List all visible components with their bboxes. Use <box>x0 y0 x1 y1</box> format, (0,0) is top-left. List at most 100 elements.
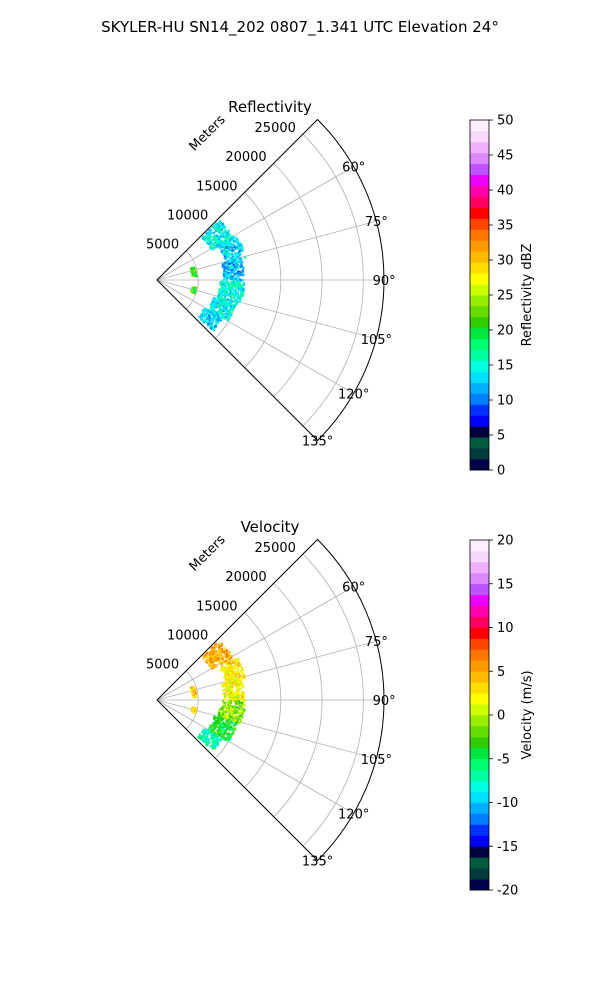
colorbar-segment <box>470 660 489 672</box>
colorbar-segment <box>470 583 489 596</box>
colorbar-segment <box>470 404 489 416</box>
colorbar-tick-label: -15 <box>497 840 518 855</box>
echo-region-2 <box>221 258 245 283</box>
colorbar-segment <box>470 791 489 803</box>
colorbar-segment <box>470 382 489 394</box>
colorbar-segment <box>470 671 489 683</box>
range-axis-label: Meters <box>187 112 229 154</box>
range-tick-label: 10000 <box>167 629 208 644</box>
colorbar-segment <box>470 426 489 438</box>
echo-region-6 <box>189 686 198 699</box>
colorbar-tick-label: 30 <box>497 254 514 269</box>
range-tick-label: 20000 <box>225 150 266 165</box>
sector-boundary <box>156 118 385 442</box>
velocity-panel: Velocity 60° 75° 90° 105° 120° 135° 5000 10000 1… <box>146 518 535 899</box>
echo-region-0 <box>202 642 233 670</box>
azimuth-line-75 <box>156 640 377 701</box>
colorbar-segment <box>470 627 489 639</box>
colorbar-tick-label: 10 <box>497 621 514 636</box>
colorbar-tick-label: 40 <box>497 184 514 199</box>
theta-tick-label: 75° <box>365 635 388 650</box>
colorbar-segment <box>470 240 489 252</box>
colorbar-segment <box>470 349 489 362</box>
theta-tick-label: 105° <box>361 753 392 768</box>
echo-region-4 <box>207 715 238 743</box>
colorbar-segment <box>470 273 489 285</box>
echo-region-7 <box>190 706 197 714</box>
range-tick-label: 5000 <box>146 658 179 673</box>
colorbar-segment <box>470 868 489 880</box>
colorbar-segment <box>470 857 489 869</box>
echo-region-0 <box>201 220 234 251</box>
echo-region-5 <box>198 307 223 332</box>
colorbar-segment <box>470 846 489 858</box>
colorbar-tick-label: -20 <box>497 884 518 899</box>
azimuth-line-105 <box>156 279 377 340</box>
colorbar-segment <box>470 316 489 329</box>
colorbar-segment <box>470 284 489 296</box>
range-tick-label: 5000 <box>146 238 179 253</box>
range-tick-label: 10000 <box>167 209 208 224</box>
colorbar-tick-label: -5 <box>497 752 510 767</box>
colorbar-segment <box>470 338 489 351</box>
colorbar-segment <box>470 758 489 771</box>
colorbar-segment <box>470 130 489 143</box>
colorbar-tick-label: 0 <box>497 464 505 479</box>
range-tick-label: 20000 <box>225 570 266 585</box>
velocity-polar-axes: 60° 75° 90° 105° 120° 135° 5000 10000 15000 20000… <box>146 532 396 869</box>
colorbar-tick-label: 25 <box>497 289 514 304</box>
colorbar-segment <box>470 141 489 154</box>
theta-tick-label: 60° <box>342 160 365 175</box>
range-tick-label: 15000 <box>196 179 237 194</box>
colorbar-tick-label: 35 <box>497 219 514 234</box>
colorbar-segment <box>470 835 489 847</box>
theta-tick-label: 75° <box>365 215 388 230</box>
colorbar-segment <box>470 540 489 552</box>
colorbar-segment <box>470 725 489 738</box>
range-tick-label: 25000 <box>255 121 296 136</box>
colorbar-segment <box>470 736 489 749</box>
reflectivity-title: Reflectivity <box>228 98 312 116</box>
reflectivity-polar-axes: 60° 75° 90° 105° 120° 135° 5000 10000 15000 20000… <box>146 112 396 449</box>
echo-region-4 <box>209 296 239 321</box>
velocity-colorbar: -20 -15 -10 -5 0 5 10 15 20 Velocity (m/s) <box>469 534 535 899</box>
echo-field <box>189 220 247 332</box>
colorbar-segment <box>470 174 489 187</box>
colorbar-segment <box>470 561 489 574</box>
colorbar-tick-label: 50 <box>497 114 514 129</box>
colorbar-segment <box>470 802 489 814</box>
echo-region-1 <box>219 236 247 264</box>
colorbar-segment <box>470 616 489 628</box>
colorbar-segment <box>470 638 489 650</box>
azimuth-line-75 <box>156 220 377 281</box>
range-tick-label: 15000 <box>196 599 237 614</box>
colorbar-tick-label: 5 <box>497 429 505 444</box>
colorbar-segment <box>470 251 489 263</box>
colorbar-segment <box>470 437 489 449</box>
colorbar-tick-label: 5 <box>497 665 505 680</box>
colorbar-segment <box>470 824 489 836</box>
colorbar-segment <box>470 295 489 307</box>
echo-region-7 <box>190 286 197 295</box>
theta-tick-label: 90° <box>373 274 396 289</box>
echo-region-3 <box>217 280 246 303</box>
colorbar-tick-label: 0 <box>497 709 505 724</box>
echo-region-6 <box>189 266 198 278</box>
colorbar-segment <box>470 594 489 607</box>
theta-tick-label: 120° <box>338 808 369 823</box>
colorbar-tick-label: 45 <box>497 149 514 164</box>
colorbar-segment <box>470 327 489 340</box>
colorbar-segment <box>470 682 489 694</box>
colorbar-segment <box>470 879 489 891</box>
azimuth-line-60 <box>156 166 354 281</box>
colorbar-tick-label: 10 <box>497 394 514 409</box>
colorbar-segment <box>470 163 489 176</box>
theta-tick-label: 90° <box>373 694 396 709</box>
colorbar-segment <box>470 649 489 661</box>
theta-tick-label: 105° <box>361 333 392 348</box>
colorbar-label: Velocity (m/s) <box>520 670 535 759</box>
colorbar-segment <box>470 747 489 760</box>
reflectivity-panel: Reflectivity 60° 75° 90° 105° 120° 135° 5000 10… <box>146 98 535 479</box>
azimuth-line-120 <box>156 279 354 394</box>
